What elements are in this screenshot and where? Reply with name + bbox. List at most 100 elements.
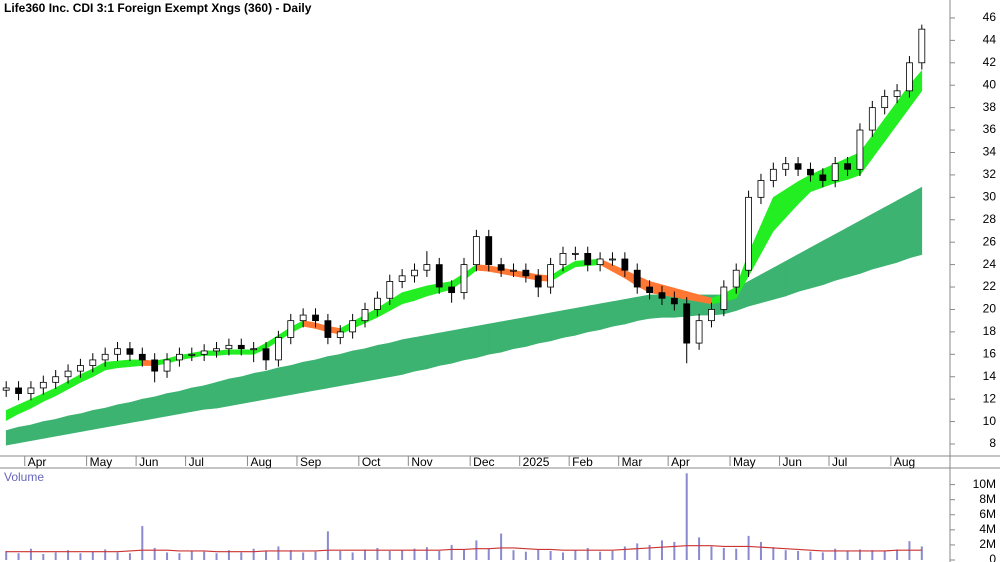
volume-bar	[153, 547, 156, 560]
volume-bar	[475, 540, 478, 560]
y-tick-label: 2M	[979, 537, 996, 551]
volume-bar	[141, 526, 144, 560]
candle-body	[324, 320, 332, 338]
ribbon	[166, 390, 180, 417]
candle-body	[646, 286, 653, 294]
ribbon	[129, 398, 143, 424]
volume-bar	[512, 550, 515, 560]
ribbon	[476, 264, 490, 272]
volume-bar	[128, 553, 131, 560]
volume-bar	[91, 551, 94, 560]
volume-bar	[648, 544, 651, 560]
candle-body	[757, 180, 765, 198]
ribbon	[389, 339, 403, 378]
candle-body	[844, 163, 851, 170]
ribbon	[265, 367, 279, 400]
candle-body	[114, 348, 121, 355]
volume-bar	[376, 547, 379, 560]
candle-body	[819, 174, 827, 181]
volume-bar	[710, 546, 713, 560]
candle-body	[423, 264, 431, 271]
candle-body	[39, 381, 47, 389]
candle-body	[472, 236, 480, 266]
y-tick-label: 34	[983, 145, 997, 159]
candle-body	[720, 286, 728, 310]
volume-bar	[42, 553, 45, 560]
candle-body	[670, 297, 678, 305]
y-tick-label: 40	[983, 77, 997, 91]
candle-body	[163, 359, 171, 372]
candle-body	[398, 275, 406, 282]
volume-bar	[537, 549, 540, 560]
ribbon	[822, 233, 836, 286]
candle-body	[918, 28, 926, 64]
ribbon	[872, 206, 885, 270]
volume-bar	[500, 533, 503, 560]
candle-body	[683, 303, 691, 344]
ribbon	[525, 314, 539, 347]
candle-body	[485, 236, 493, 266]
ribbon	[773, 260, 787, 300]
ribbon	[67, 413, 81, 435]
volume-bar	[586, 547, 589, 560]
volume-bar	[561, 552, 564, 560]
ribbon	[500, 319, 514, 353]
candle-body	[138, 353, 146, 361]
ribbon	[352, 348, 366, 384]
ribbon	[191, 385, 205, 412]
candle-body	[237, 344, 245, 350]
candle-body	[15, 387, 22, 394]
volume-bar	[660, 540, 663, 560]
x-tick-label: Jul	[832, 455, 847, 469]
ribbon	[463, 325, 477, 361]
candle-body	[64, 370, 72, 378]
candle-body	[856, 129, 864, 170]
ribbon	[537, 312, 551, 344]
candle-body	[769, 168, 777, 181]
ribbon	[624, 296, 638, 325]
candle-body	[745, 196, 752, 271]
y-tick-label: 24	[983, 257, 997, 271]
y-tick-label: 30	[983, 190, 997, 204]
volume-bar	[302, 552, 305, 560]
ribbon	[810, 240, 824, 289]
volume-bar	[289, 550, 292, 560]
candle-body	[868, 107, 876, 131]
candle-body	[89, 359, 97, 366]
y-tick-label: 16	[983, 346, 997, 360]
y-tick-label: 22	[983, 279, 997, 293]
candle-body	[287, 320, 295, 338]
ribbon	[30, 421, 44, 441]
ribbon	[401, 337, 415, 375]
y-tick-label: 8	[989, 436, 996, 450]
volume-bar	[240, 552, 243, 560]
ribbon	[612, 299, 626, 327]
ribbon	[117, 359, 131, 369]
ribbon	[587, 303, 601, 333]
volume-bar	[401, 550, 404, 560]
y-tick-label: 46	[983, 10, 997, 24]
x-tick-label: Oct	[362, 455, 381, 469]
y-tick-label: 36	[983, 122, 997, 136]
volume-bar	[364, 549, 367, 560]
ribbon	[451, 328, 465, 364]
ribbon	[327, 353, 341, 389]
candle-body	[312, 314, 319, 322]
candle-body	[807, 168, 814, 176]
volume-bar	[487, 548, 490, 560]
candle-body	[250, 348, 258, 351]
volume-bar	[772, 547, 775, 560]
candle-body	[584, 252, 592, 266]
candle-body	[881, 96, 889, 109]
ribbon	[797, 247, 811, 292]
ribbon	[290, 361, 304, 396]
volume-bar	[54, 552, 57, 560]
volume-bar	[685, 473, 688, 560]
candle-body	[373, 297, 381, 310]
volume-bar	[277, 546, 280, 560]
volume-bar	[759, 541, 762, 560]
candle-body	[77, 365, 84, 372]
x-tick-label: Apr	[28, 455, 47, 469]
ribbon	[438, 330, 452, 366]
